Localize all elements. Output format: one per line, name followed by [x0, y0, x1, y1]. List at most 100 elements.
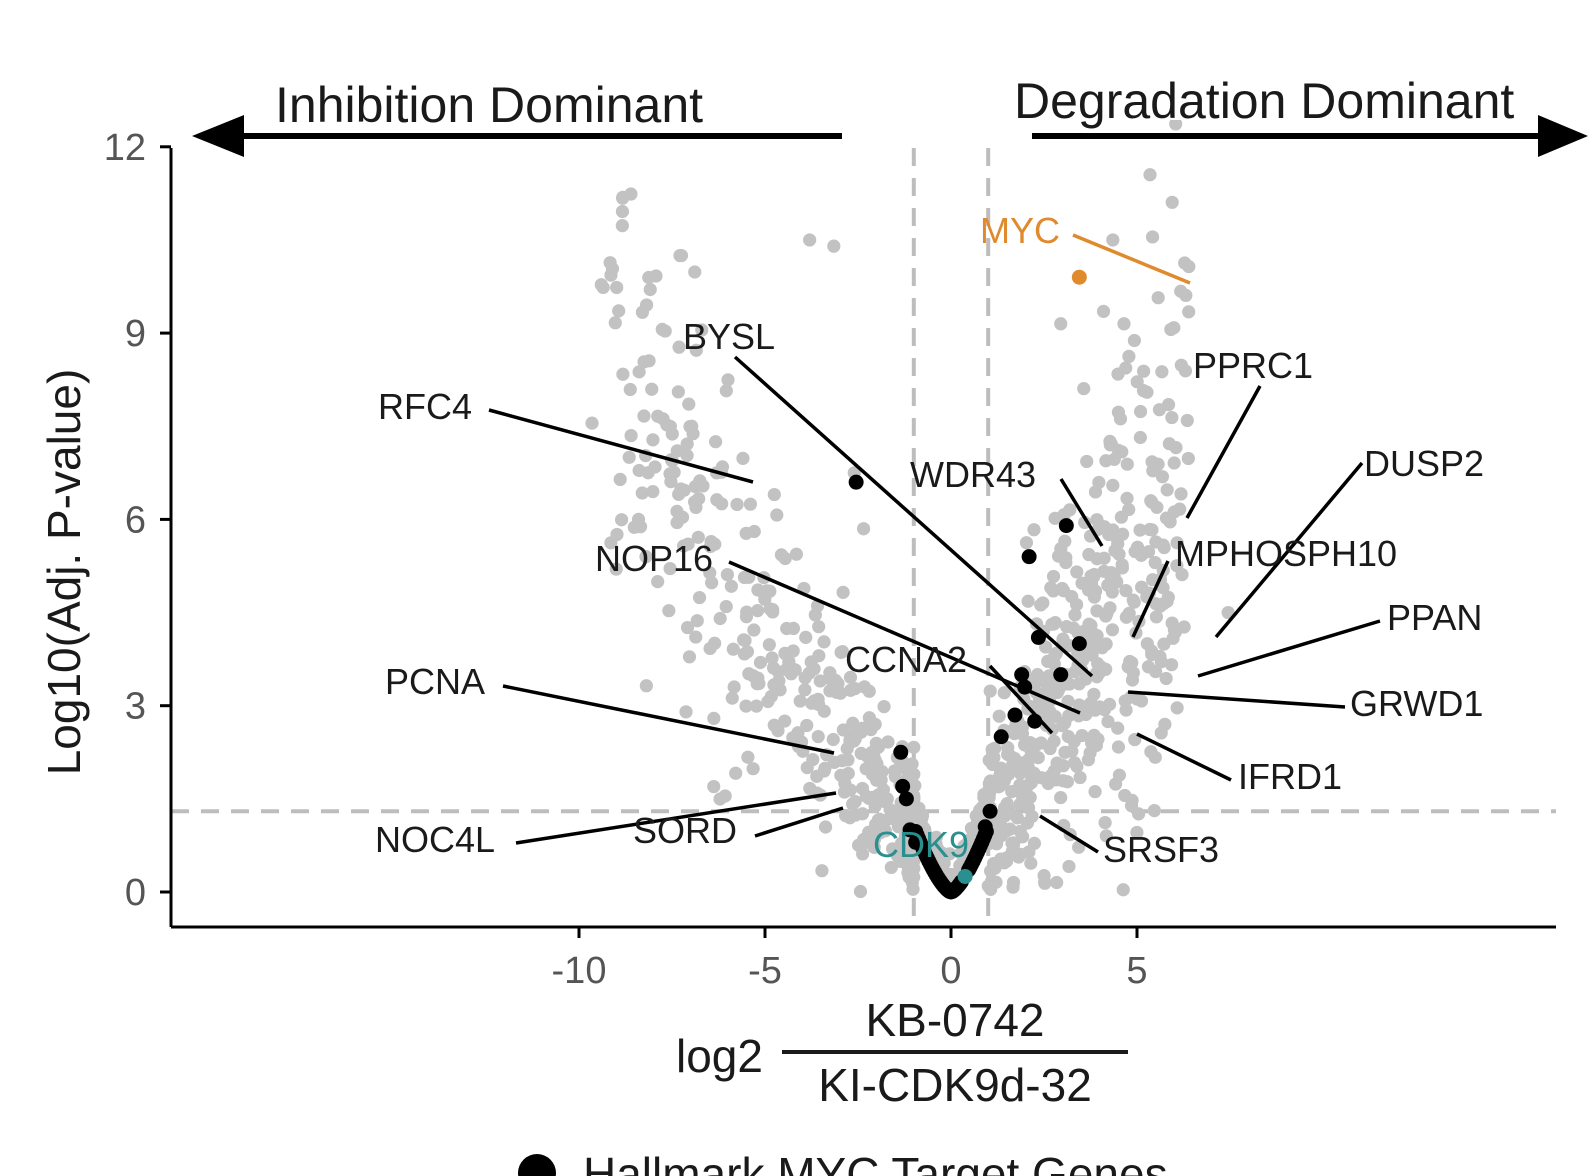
background-gene-point [1120, 457, 1134, 471]
y-tick-label: 12 [104, 127, 146, 169]
background-gene-point [1221, 605, 1235, 620]
highlighted-point-myc [1071, 269, 1087, 285]
background-gene-point [1149, 535, 1163, 549]
background-gene-point [868, 799, 882, 813]
background-gene-point [803, 233, 817, 247]
background-gene-point [1055, 719, 1070, 733]
background-gene-point [1013, 847, 1028, 861]
background-gene-point [843, 670, 858, 684]
background-gene-point [1114, 510, 1129, 524]
background-gene-point [839, 809, 853, 823]
background-gene-point [688, 265, 702, 279]
background-gene-point [742, 570, 756, 584]
background-gene-point [749, 699, 764, 713]
background-gene-point [1115, 561, 1129, 575]
background-gene-point [1020, 816, 1034, 830]
background-gene-point [869, 736, 883, 750]
background-gene-point [690, 614, 704, 628]
background-gene-point [750, 677, 764, 691]
background-gene-point [651, 409, 665, 423]
background-gene-point [1077, 382, 1091, 396]
background-gene-point [1175, 568, 1189, 582]
background-gene-point [726, 642, 740, 656]
label-grwd1: GRWD1 [1350, 683, 1483, 724]
background-gene-point [1119, 584, 1133, 598]
label-pcna: PCNA [385, 661, 485, 702]
label-ifrd1: IFRD1 [1238, 756, 1342, 797]
background-gene-point [631, 512, 646, 527]
background-gene-point [747, 623, 761, 637]
background-gene-point [1063, 503, 1077, 517]
background-gene-point [1006, 880, 1020, 894]
background-gene-point [643, 282, 657, 297]
background-gene-point [1111, 405, 1126, 419]
y-tick-label: 6 [125, 499, 146, 541]
leader-pcna [502, 684, 835, 755]
legend-label: Hallmark MYC Target Genes [583, 1148, 1168, 1176]
background-gene-point [1062, 859, 1076, 874]
background-gene-point [709, 435, 723, 449]
background-gene-point [853, 884, 868, 899]
background-gene-point [1046, 569, 1061, 584]
background-gene-point [761, 694, 775, 709]
background-gene-point [1155, 470, 1170, 484]
background-gene-point [689, 343, 703, 357]
myc-target-point [1017, 679, 1033, 695]
myc-target-point [1027, 713, 1043, 729]
background-gene-point [798, 683, 812, 697]
background-gene-point [1178, 364, 1193, 378]
background-gene-point [1156, 581, 1170, 595]
background-gene-point [778, 714, 792, 728]
myc-target-point [1014, 667, 1030, 683]
x-axis-title-prefix: log2 [676, 1030, 763, 1082]
background-gene-point [789, 547, 803, 561]
background-gene-point [1179, 288, 1193, 303]
leader-sord [754, 806, 844, 838]
background-gene-point [1099, 454, 1113, 468]
myc-target-point [1058, 518, 1074, 534]
background-gene-point [708, 537, 722, 551]
label-pprc1: PPRC1 [1193, 345, 1313, 386]
background-gene-point [675, 510, 690, 524]
background-gene-point [746, 762, 760, 776]
background-gene-point [1137, 364, 1151, 378]
background-gene-point [1087, 728, 1101, 742]
label-nop16: NOP16 [595, 538, 713, 579]
background-gene-point [818, 820, 833, 834]
background-gene-point [724, 579, 738, 593]
background-gene-point [905, 757, 919, 771]
myc-target-point [1030, 629, 1046, 645]
background-gene-point [868, 753, 882, 767]
background-gene-point [1050, 756, 1064, 770]
background-gene-point [766, 605, 780, 619]
background-gene-point [662, 604, 676, 618]
background-gene-point [1092, 666, 1106, 681]
background-gene-point [608, 316, 622, 330]
background-gene-point [1044, 768, 1058, 782]
background-gene-point [1056, 774, 1070, 788]
background-gene-point [1170, 536, 1184, 550]
background-gene-point [612, 304, 626, 318]
leader-myc [1072, 233, 1191, 285]
y-ticks: 0 3 6 9 12 [104, 127, 171, 914]
label-rfc4: RFC4 [378, 386, 472, 427]
background-gene-point [1080, 454, 1094, 469]
background-gene-point [622, 450, 636, 464]
background-gene-point [1127, 333, 1141, 348]
background-gene-point [751, 604, 765, 618]
background-gene-point [1065, 744, 1079, 758]
background-gene-point [642, 354, 656, 368]
background-gene-point [1023, 790, 1037, 804]
background-gene-point [1030, 738, 1044, 752]
background-gene-point [1117, 317, 1131, 331]
background-gene-point [1160, 483, 1174, 497]
background-gene-point [1118, 788, 1132, 803]
background-gene-point [774, 548, 789, 562]
background-gene-point [835, 754, 849, 768]
background-gene-point [1070, 565, 1084, 579]
background-gene-point [770, 508, 784, 522]
background-gene-point [1125, 673, 1140, 687]
background-gene-point [1147, 804, 1161, 818]
myc-target-point [982, 803, 998, 819]
background-gene-point [1155, 365, 1169, 379]
